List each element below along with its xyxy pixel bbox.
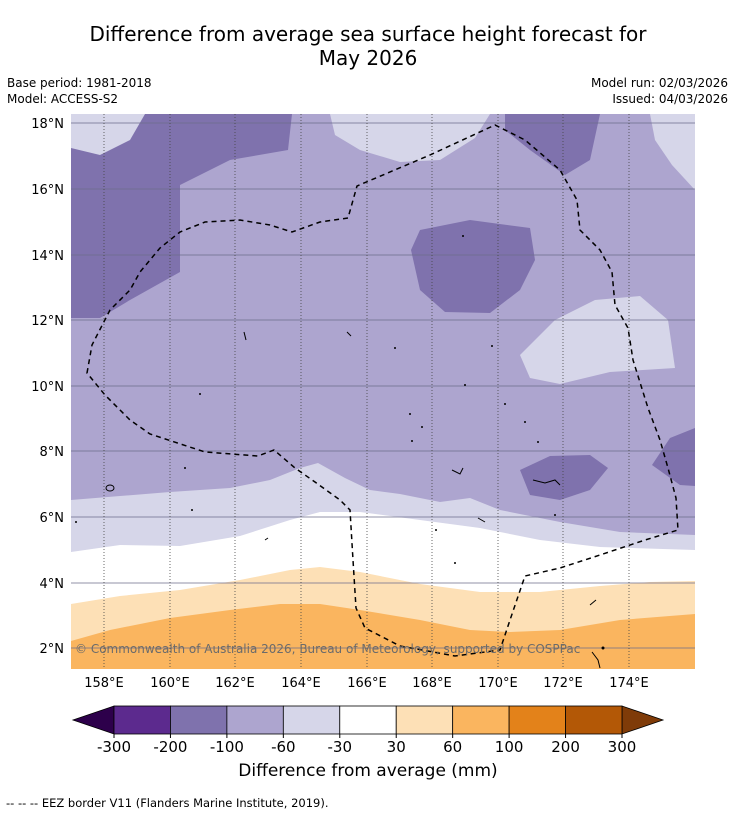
lat-label: 14°N: [31, 249, 64, 264]
colorbar-tick-label: -60: [271, 738, 296, 756]
colorbar-segments: [113, 705, 623, 735]
lat-label: 4°N: [40, 577, 65, 592]
colorbar-tick-label: 100: [495, 738, 524, 756]
colorbar-ticks: -300 -200 -100 -60 -30 30 60 100 200 300: [97, 734, 636, 756]
colorbar-tick-label: 30: [387, 738, 406, 756]
lat-label: 12°N: [31, 314, 64, 329]
eez-border: [86, 124, 679, 657]
lon-label: 164°E: [281, 676, 321, 691]
contour-ne-light: [650, 114, 695, 190]
colorbar-under-arrow: [71, 705, 115, 735]
colorbar-segment: [339, 705, 397, 735]
lon-label: 166°E: [347, 676, 387, 691]
lon-label: 168°E: [412, 676, 452, 691]
title-line-1: Difference from average sea surface heig…: [89, 22, 647, 46]
colorbar-tick-label: -300: [97, 738, 131, 756]
contour-south-orange: [71, 604, 695, 669]
contour-west-dark: [71, 114, 292, 318]
colorbar-over-arrow: [621, 705, 665, 735]
base-period: Base period: 1981-2018: [7, 76, 152, 90]
lat-label: 18°N: [31, 117, 64, 132]
colorbar-label: Difference from average (mm): [238, 761, 498, 781]
colorbar-segment: [113, 705, 171, 735]
meta-right: Model run: 02/03/2026 Issued: 04/03/2026: [591, 75, 728, 107]
lat-label: 16°N: [31, 183, 64, 198]
lon-label: 172°E: [543, 676, 583, 691]
islands: [105, 331, 601, 669]
colorbar: -300 -200 -100 -60 -30 30 60 100 200 300: [71, 705, 665, 756]
copyright-text: © Commonwealth of Australia 2026, Bureau…: [75, 642, 580, 656]
colorbar-segment: [565, 705, 623, 735]
contour-east-light: [520, 296, 675, 384]
contour-north-light: [330, 114, 490, 162]
colorbar-tick-label: -30: [328, 738, 353, 756]
lon-label: 162°E: [215, 676, 255, 691]
lat-gridlines: [71, 122, 695, 649]
colorbar-segment: [170, 705, 228, 735]
meta-left: Base period: 1981-2018 Model: ACCESS-S2: [7, 75, 152, 107]
colorbar-segment: [508, 705, 566, 735]
lon-label: 160°E: [150, 676, 190, 691]
lon-label: 174°E: [609, 676, 649, 691]
lat-label: 8°N: [40, 445, 65, 460]
colorbar-segment: [282, 705, 341, 735]
colorbar-tick-label: 60: [443, 738, 462, 756]
page-title: Difference from average sea surface heig…: [0, 22, 736, 70]
contour-east-edge-dark: [652, 428, 695, 486]
colorbar-segment: [226, 705, 284, 735]
lon-axis-labels: 158°E 160°E 162°E 164°E 166°E 168°E 170°…: [84, 676, 649, 691]
model-run: Model run: 02/03/2026: [590, 76, 728, 90]
lon-label: 158°E: [84, 676, 124, 691]
colorbar-tick-label: 200: [551, 738, 580, 756]
contour-center-dark: [411, 220, 535, 313]
lat-label: 10°N: [31, 380, 64, 395]
lat-label: 6°N: [40, 511, 65, 526]
lat-label: 2°N: [40, 642, 65, 657]
lon-label: 170°E: [478, 676, 518, 691]
colorbar-tick-label: -200: [153, 738, 187, 756]
colorbar-tick-label: -100: [210, 738, 244, 756]
issued-date: Issued: 04/03/2026: [612, 92, 728, 106]
contour-southeast-dark-1: [520, 455, 608, 500]
lat-axis-labels: 18°N 16°N 14°N 12°N 10°N 8°N 6°N 4°N 2°N: [31, 117, 64, 657]
island-dots: [75, 235, 605, 650]
eez-footnote: -- -- -- EEZ border V11 (Flanders Marine…: [6, 796, 329, 810]
model-name: Model: ACCESS-S2: [7, 92, 119, 106]
colorbar-segment: [395, 705, 454, 735]
map-area: © Commonwealth of Australia 2026, Bureau…: [71, 114, 695, 669]
title-line-2: May 2026: [318, 46, 418, 70]
colorbar-segment: [452, 705, 510, 735]
lon-gridlines: [103, 114, 630, 669]
colorbar-tick-label: 300: [608, 738, 637, 756]
contour-northeast-dark: [505, 114, 600, 175]
contour-nw-light: [71, 114, 145, 155]
